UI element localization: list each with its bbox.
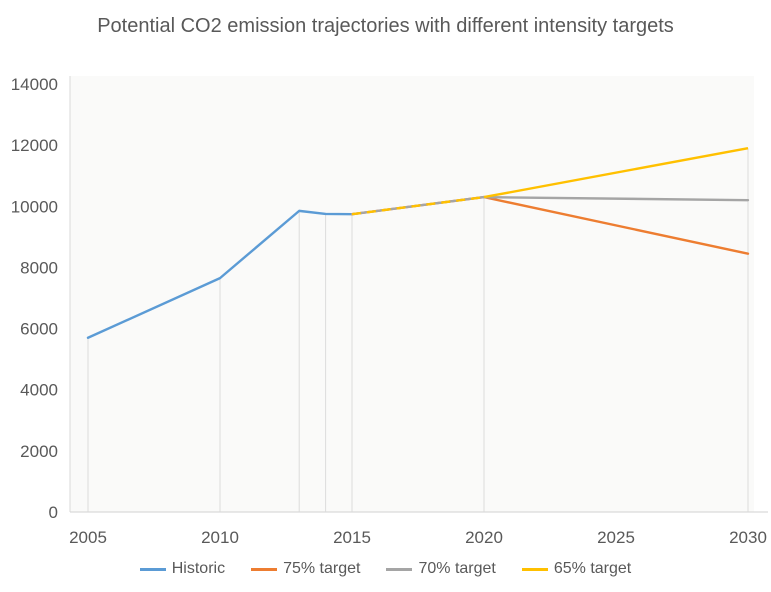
legend-swatch-70-target <box>386 567 413 571</box>
x-tick-label: 2005 <box>69 528 107 547</box>
y-tick-label: 2000 <box>20 442 58 461</box>
chart-title: Potential CO2 emission trajectories with… <box>97 15 674 37</box>
y-tick-label: 0 <box>49 503 58 522</box>
y-tick-label: 12000 <box>11 136 58 155</box>
legend-item-historic: Historic <box>139 560 226 578</box>
x-tick-label: 2030 <box>729 528 767 547</box>
series-line-65-target <box>483 147 749 199</box>
legend-item-75-target: 75% target <box>251 560 360 578</box>
legend-item-65-target: 65% target <box>521 560 632 578</box>
legend-swatch-75-target <box>251 567 278 571</box>
y-tick-label: 10000 <box>11 197 58 216</box>
legend-swatch-historic <box>139 567 166 571</box>
legend-label-75-target: 75% target <box>283 560 361 577</box>
legend-item-70-target: 70% target <box>386 560 496 578</box>
plot-background <box>70 76 754 512</box>
legend-label-historic: Historic <box>171 560 226 577</box>
y-tick-label: 4000 <box>20 381 58 400</box>
legend-label-70-target: 70% target <box>418 560 496 577</box>
x-tick-label: 2025 <box>597 528 635 547</box>
x-tick-label: 2010 <box>201 528 239 547</box>
x-tick-label: 2020 <box>465 528 503 547</box>
y-tick-label: 6000 <box>20 320 58 339</box>
legend: Historic 75% target 70% target 65% target <box>0 557 771 581</box>
x-tick-label: 2015 <box>333 528 371 547</box>
series-line-historic <box>86 209 354 339</box>
series-line-65-target-shared <box>351 195 485 216</box>
y-tick-label: 14000 <box>11 75 58 94</box>
y-tick-label: 8000 <box>20 258 58 277</box>
legend-swatch-65-target <box>521 567 548 571</box>
legend-label-65-target: 65% target <box>553 560 632 577</box>
